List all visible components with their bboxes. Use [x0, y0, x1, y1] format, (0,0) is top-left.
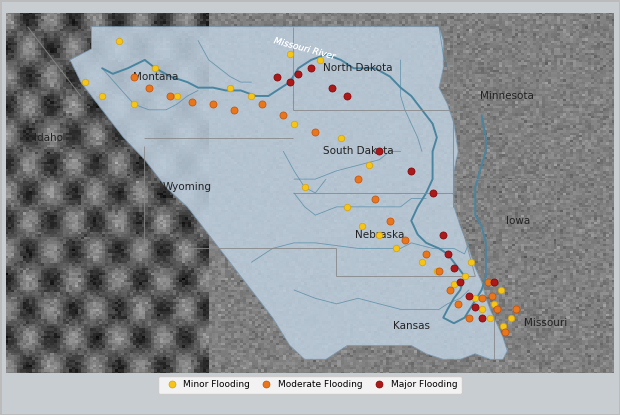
Point [370, 195, 380, 202]
Legend: Minor Flooding, Moderate Flooding, Major Flooding: Minor Flooding, Moderate Flooding, Major… [158, 376, 462, 394]
Text: Minnesota: Minnesota [480, 91, 534, 101]
Point [489, 300, 499, 307]
Point [417, 259, 427, 266]
Point [374, 231, 384, 238]
Point [455, 278, 465, 285]
Point [449, 264, 459, 271]
Point [445, 287, 454, 293]
Point [483, 278, 493, 285]
Point [464, 292, 474, 299]
Point [285, 51, 294, 58]
Point [496, 287, 506, 293]
Point [449, 281, 459, 288]
Point [314, 56, 324, 63]
Point [144, 84, 154, 91]
Point [129, 73, 139, 80]
Point [364, 162, 374, 168]
Text: South Dakota: South Dakota [322, 146, 393, 156]
Point [470, 295, 480, 302]
Point [489, 278, 499, 285]
Point [428, 190, 438, 196]
Point [500, 328, 510, 335]
Point [327, 84, 337, 91]
Point [272, 73, 282, 80]
Point [246, 93, 256, 99]
Point [507, 315, 516, 321]
Point [477, 306, 487, 312]
Point [406, 168, 416, 174]
Point [336, 134, 346, 141]
Point [114, 37, 124, 44]
Point [477, 315, 487, 321]
Point [453, 300, 463, 307]
Point [487, 292, 497, 299]
Point [299, 184, 309, 191]
Point [311, 129, 321, 135]
Point [374, 148, 384, 155]
Point [391, 245, 401, 252]
Text: Nebraska: Nebraska [355, 229, 404, 239]
Point [172, 93, 182, 99]
Point [485, 315, 495, 321]
Text: Iowa: Iowa [506, 216, 530, 226]
Point [229, 107, 239, 113]
Text: Kansas: Kansas [392, 321, 430, 331]
Point [129, 101, 139, 107]
Point [357, 223, 367, 229]
Point [97, 93, 107, 99]
Point [434, 267, 444, 274]
Point [187, 98, 197, 105]
Point [492, 306, 502, 312]
Point [466, 259, 476, 266]
Point [257, 101, 267, 107]
Point [470, 303, 480, 310]
Point [166, 93, 175, 99]
Point [353, 176, 363, 183]
Point [443, 251, 453, 257]
Point [289, 120, 299, 127]
Text: Missouri: Missouri [524, 318, 567, 328]
Point [306, 65, 316, 71]
Point [432, 267, 442, 274]
Point [285, 79, 294, 85]
Point [342, 93, 352, 99]
Point [342, 203, 352, 210]
Text: Wyoming: Wyoming [163, 183, 212, 193]
Point [278, 112, 288, 119]
Point [464, 315, 474, 321]
Point [438, 231, 448, 238]
Text: North Dakota: North Dakota [323, 63, 392, 73]
Point [477, 295, 487, 302]
Text: Idaho: Idaho [34, 132, 63, 142]
Text: Montana: Montana [133, 71, 178, 82]
Point [208, 101, 218, 107]
Point [421, 251, 431, 257]
Text: Missouri River: Missouri River [273, 36, 337, 61]
Point [511, 306, 521, 312]
Point [385, 217, 395, 224]
Point [80, 79, 90, 85]
Point [459, 273, 469, 279]
Point [400, 237, 410, 244]
Polygon shape [70, 27, 507, 359]
Point [225, 84, 235, 91]
Point [151, 65, 161, 71]
Point [498, 323, 508, 330]
Point [293, 71, 303, 77]
